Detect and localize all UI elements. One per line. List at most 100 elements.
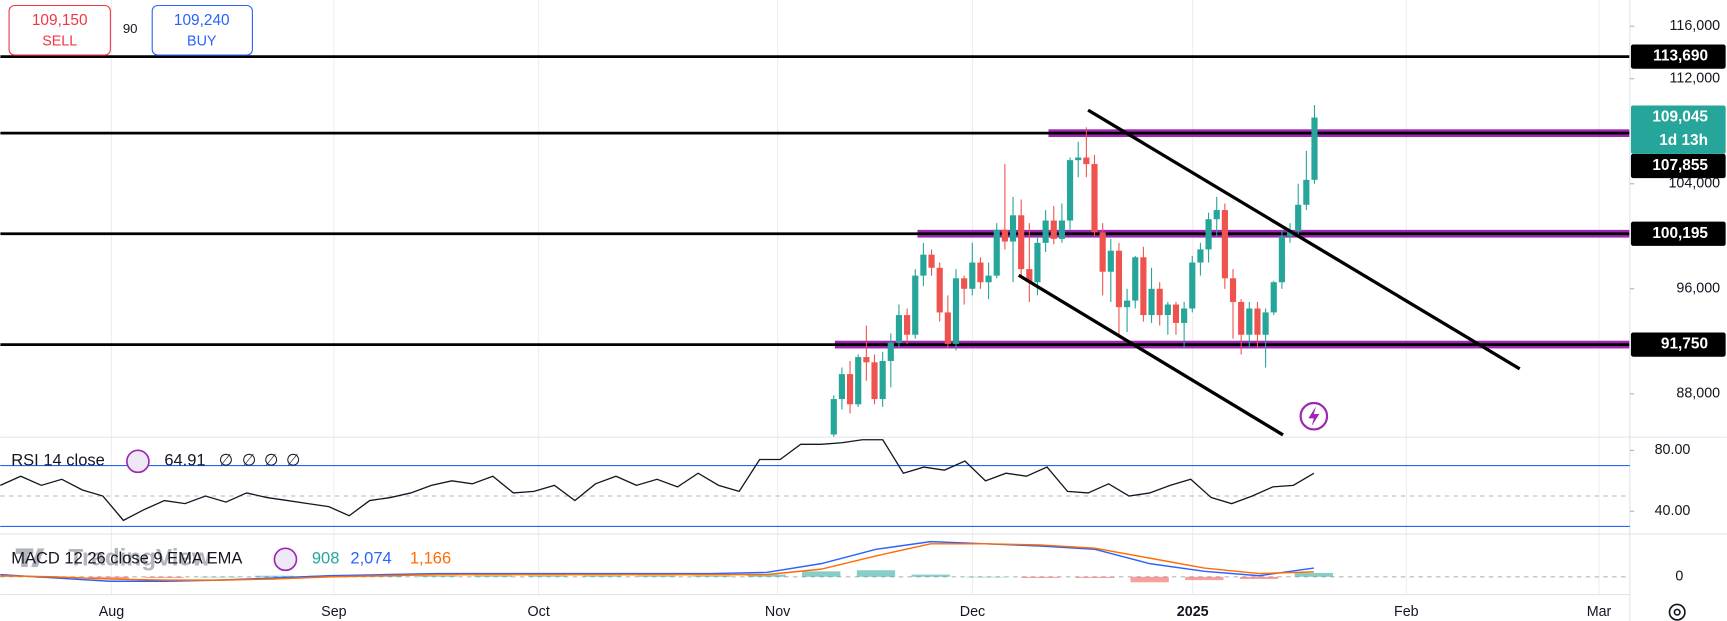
macd-legend: MACD 12 26 close 9 EMA EMA 908 2,074 1,1… — [11, 547, 451, 572]
histogram-bar — [692, 575, 731, 577]
trendline — [1017, 273, 1284, 437]
x-tick-label: Feb — [1394, 604, 1419, 620]
candle-body — [838, 374, 846, 400]
candle-body — [985, 275, 992, 283]
histogram-bar — [473, 575, 513, 577]
histogram-bar — [1294, 572, 1333, 577]
y-tick-label: 104,000 — [1668, 176, 1720, 192]
rsi-pane — [0, 439, 1630, 527]
x-tick-label: Sep — [321, 604, 346, 620]
candle-body — [1164, 304, 1171, 316]
candle-body — [855, 357, 862, 405]
axes: Aug Sep Oct Nov Dec 2025 Feb Mar 88,000 96,000 104… — [99, 18, 1726, 620]
candle-body — [1229, 278, 1237, 302]
candle-body — [1278, 236, 1285, 283]
candle-body — [1311, 117, 1318, 180]
histogram-bar — [856, 570, 896, 577]
candle-body — [1270, 282, 1277, 313]
candle-body — [944, 312, 951, 344]
histogram-bar — [1130, 576, 1169, 583]
alert-icon[interactable] — [1299, 401, 1329, 431]
candle-body — [1221, 210, 1228, 279]
level-label: 107,855 — [1652, 157, 1708, 174]
candle-body — [1238, 301, 1245, 335]
candle-body — [1132, 257, 1139, 301]
sell-button[interactable] — [8, 4, 111, 56]
rsi-placeholder: ∅ — [242, 452, 256, 470]
level-label: 91,750 — [1661, 336, 1708, 353]
candle-body — [993, 229, 1000, 276]
candle-body — [961, 278, 968, 289]
price-pane — [0, 55, 1630, 438]
macd-title: MACD 12 26 close 9 EMA EMA — [11, 550, 242, 568]
buy-button[interactable] — [151, 4, 253, 56]
histogram-bar — [1075, 576, 1115, 578]
alert-bolt — [1308, 406, 1320, 427]
histogram-bar — [1185, 576, 1224, 581]
histogram-bar — [747, 574, 786, 577]
macd-line — [0, 543, 1314, 581]
candle-body — [1058, 220, 1065, 239]
y-tick-label: 88,000 — [1676, 386, 1720, 402]
candle-body — [863, 357, 870, 363]
level-label: 100,195 — [1652, 225, 1708, 242]
candle-body — [1066, 160, 1074, 221]
watermark-logo — [15, 548, 45, 568]
candle-body — [952, 278, 960, 344]
candle-body — [1140, 257, 1147, 316]
y-tick-label: 96,000 — [1676, 281, 1720, 297]
histogram-bar — [637, 575, 677, 577]
candle-body — [1246, 308, 1253, 335]
candle-body — [1001, 229, 1008, 242]
level-label: 113,690 — [1653, 48, 1708, 65]
rsi-title: RSI 14 close — [11, 452, 105, 470]
level-tag — [1630, 332, 1726, 357]
candle-body — [920, 254, 927, 276]
histogram-bar — [583, 575, 622, 577]
candle-body — [936, 267, 943, 313]
histogram-bar — [145, 576, 184, 578]
candle-body — [1009, 215, 1017, 242]
settings-icon[interactable] — [126, 449, 150, 474]
y-tick-label: 80.00 — [1655, 442, 1691, 458]
x-tick-label: Dec — [960, 604, 985, 620]
macd-hist-value: 908 — [312, 550, 340, 568]
last-price-label: 109,045 — [1652, 109, 1708, 126]
candle-body — [977, 262, 984, 283]
countdown: 1d 13h — [1659, 132, 1708, 149]
spread: 90 — [123, 21, 138, 36]
candle-body — [1295, 204, 1302, 232]
grid — [110, 0, 1600, 595]
candle-body — [1181, 308, 1188, 323]
histogram-bar — [254, 575, 294, 577]
candle-body — [1189, 262, 1196, 309]
candle-body — [1262, 312, 1269, 335]
header: 109,150 SELL 90 109,240 BUY — [8, 4, 253, 56]
candle-body — [1083, 157, 1090, 165]
y-tick-label: 40.00 — [1655, 503, 1691, 519]
histogram-bar — [1021, 576, 1060, 578]
y-tick-label: 112,000 — [1670, 71, 1721, 87]
candle-body — [846, 374, 854, 405]
candle-body — [1115, 250, 1123, 308]
histogram-bar — [1239, 576, 1279, 580]
rsi-placeholder: ∅ — [264, 452, 278, 470]
level-tag — [1630, 153, 1726, 179]
candle-body — [887, 342, 894, 361]
histogram-bar — [200, 576, 239, 578]
candle-body — [1197, 249, 1204, 263]
candle-body — [1075, 157, 1082, 161]
x-tick-label: Nov — [765, 604, 791, 620]
y-tick-label: 116,000 — [1670, 18, 1721, 34]
settings-icon[interactable] — [273, 547, 298, 572]
candle-body — [1091, 164, 1098, 233]
candle-body — [1148, 288, 1155, 316]
rsi-line — [0, 439, 1315, 522]
candle-body — [1107, 250, 1114, 272]
settings-gear[interactable] — [1668, 603, 1686, 621]
candle-body — [871, 362, 878, 400]
histogram-bar — [90, 576, 129, 580]
macd-pane — [0, 540, 1630, 583]
candle-body — [912, 275, 919, 335]
